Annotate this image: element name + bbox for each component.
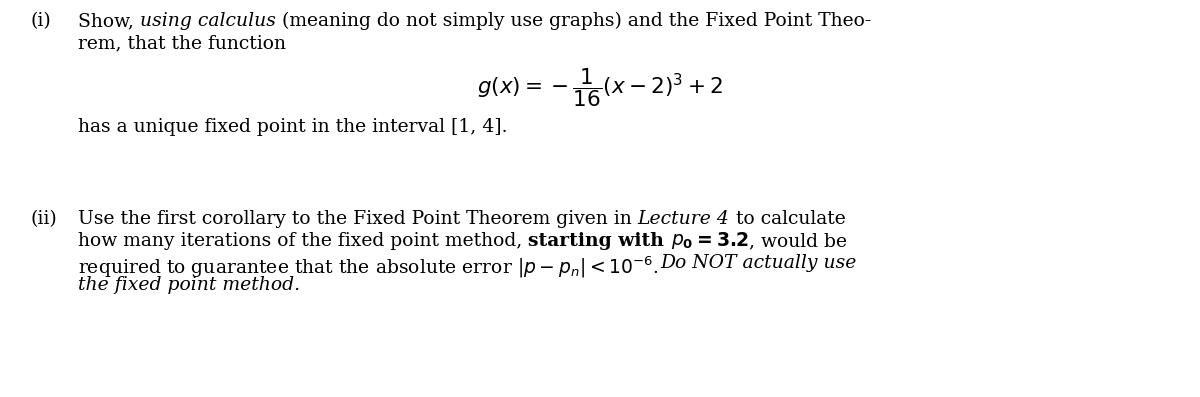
Text: , would be: , would be	[749, 232, 847, 250]
Text: Use the first corollary to the Fixed Point Theorem given in: Use the first corollary to the Fixed Poi…	[78, 210, 637, 228]
Text: Show,: Show,	[78, 12, 140, 30]
Text: $\boldsymbol{p_{\mathbf{0}}}$: $\boldsymbol{p_{\mathbf{0}}}$	[671, 232, 694, 251]
Text: $\mathbf{= 3.2}$: $\mathbf{= 3.2}$	[694, 232, 749, 250]
Text: rem, that the function: rem, that the function	[78, 34, 286, 52]
Text: the fixed point method.: the fixed point method.	[78, 276, 300, 294]
Text: (i): (i)	[30, 12, 50, 30]
Text: has a unique fixed point in the interval [1, 4].: has a unique fixed point in the interval…	[78, 118, 508, 136]
Text: using calculus: using calculus	[140, 12, 276, 30]
Text: (ii): (ii)	[30, 210, 56, 228]
Text: starting with: starting with	[528, 232, 671, 250]
Text: required to guarantee that the absolute error $|p - p_n| < 10^{-6}$.: required to guarantee that the absolute …	[78, 254, 660, 279]
Text: Do NOT actually use: Do NOT actually use	[660, 254, 857, 272]
Text: how many iterations of the fixed point method,: how many iterations of the fixed point m…	[78, 232, 528, 250]
Text: $g(x) = -\dfrac{1}{16}(x - 2)^3 + 2$: $g(x) = -\dfrac{1}{16}(x - 2)^3 + 2$	[478, 66, 722, 109]
Text: (meaning do not simply use graphs) and the Fixed Point Theo-: (meaning do not simply use graphs) and t…	[276, 12, 871, 30]
Text: to calculate: to calculate	[730, 210, 845, 228]
Text: Lecture 4: Lecture 4	[637, 210, 730, 228]
